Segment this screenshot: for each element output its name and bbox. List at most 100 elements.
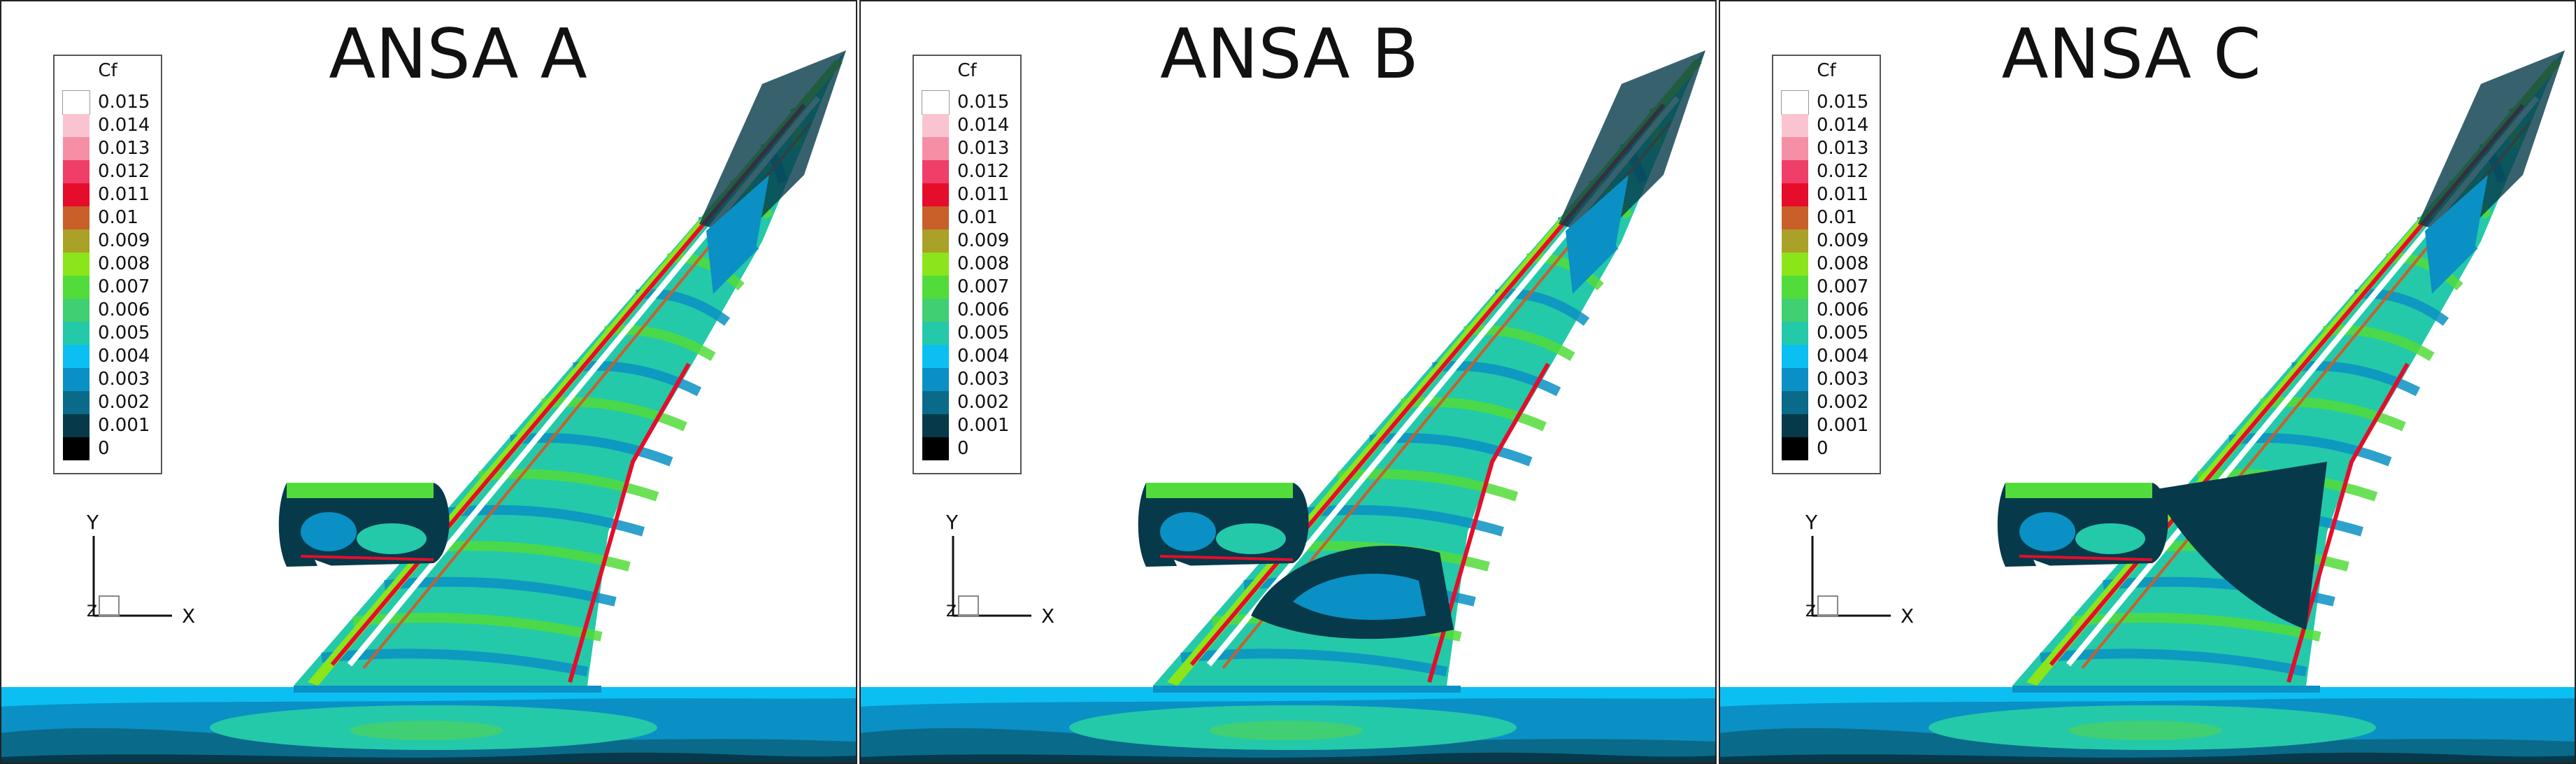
legend-label: 0.013 <box>98 138 150 159</box>
legend-label: 0.009 <box>98 230 150 251</box>
legend-swatch <box>922 206 949 229</box>
nacelle-lip <box>1174 560 1209 575</box>
flap-line <box>2287 362 2410 683</box>
legend-label: 0.008 <box>98 253 150 274</box>
wing-band <box>2260 397 2406 432</box>
nacelle-patch-2 <box>2075 523 2145 554</box>
wing-band <box>1338 469 1519 502</box>
z-axis-label: Z <box>946 603 957 621</box>
nacelle-lip <box>315 560 350 575</box>
legend-label: 0.007 <box>98 276 150 297</box>
legend-swatch <box>922 345 949 368</box>
legend-swatch <box>63 437 90 460</box>
nacelle-lip <box>2033 560 2068 575</box>
separation-core <box>1293 574 1426 620</box>
legend-swatch <box>63 253 90 276</box>
wing-band <box>1401 397 1547 432</box>
panel-title: ANSA A <box>329 15 587 94</box>
legend-swatch <box>1782 299 1808 322</box>
legend-label: 0.014 <box>1817 115 1869 136</box>
wingtip-dark-region <box>1559 50 1705 238</box>
legend-swatch <box>922 229 949 253</box>
wing-band <box>2291 361 2421 397</box>
legend-swatch <box>1782 229 1808 253</box>
wing-band <box>478 469 659 502</box>
legend-label: 0 <box>1817 438 1829 459</box>
root-fairing <box>1153 686 1461 693</box>
legend-swatch <box>1782 253 1808 276</box>
legend-label: 0.005 <box>98 323 150 344</box>
ground-green-patch <box>350 721 503 740</box>
legend-swatch <box>63 229 90 253</box>
axis-triad: Y X Z <box>77 511 217 637</box>
legend-swatch <box>922 137 949 160</box>
legend-label: 0.002 <box>98 392 150 413</box>
legend-label: 0.005 <box>957 323 1010 344</box>
legend-swatch <box>922 160 949 183</box>
legend-label: 0.013 <box>1817 138 1869 159</box>
legend-label: 0.002 <box>1817 392 1869 413</box>
ground-edge <box>1719 752 2576 764</box>
flap-line <box>1427 362 1550 683</box>
panel-title: ANSA B <box>1160 15 1419 94</box>
legend-swatch <box>922 90 950 115</box>
engine-nacelle <box>1997 483 2168 575</box>
legend-swatch <box>1782 322 1808 345</box>
legend-swatch <box>63 322 90 345</box>
legend-swatch <box>63 183 90 206</box>
wing-band <box>1369 433 1533 467</box>
colorbar-legend: Cf 0.015 0.014 0.013 0.012 0.011 0.01 0.009 0.00… <box>1772 55 1881 474</box>
legend-label: 0.015 <box>1817 92 1869 113</box>
panel-c: ANSA C Cf 0.015 0.014 0.013 0.012 0.011 0.01 0.0… <box>1719 0 2576 764</box>
wing <box>1153 50 1705 693</box>
legend-swatch <box>922 183 949 206</box>
legend-swatch <box>1782 414 1808 437</box>
contour-plot <box>0 50 857 764</box>
legend-swatch <box>63 137 90 160</box>
legend-swatch <box>63 160 90 183</box>
legend-label: 0.003 <box>957 369 1010 390</box>
legend-swatch <box>63 206 90 229</box>
legend-swatch <box>922 299 949 322</box>
legend-label: 0 <box>98 438 110 459</box>
legend-label: 0.007 <box>1817 276 1869 297</box>
legend-label: 0 <box>957 438 969 459</box>
legend-label: 0.015 <box>98 92 150 113</box>
nacelle-edge <box>2019 555 2153 561</box>
axis-triad: Y X Z <box>936 511 1076 637</box>
panel-a: ANSA A Cf 0.015 0.014 0.013 0.012 0.011 0.01 0.0… <box>0 0 857 764</box>
flap-line <box>568 362 691 683</box>
y-axis-label: Y <box>1805 511 1818 534</box>
x-axis-label: X <box>182 604 196 628</box>
z-axis-label: Z <box>87 603 98 621</box>
contour-plot <box>1719 50 2576 764</box>
legend-swatch <box>63 391 90 414</box>
z-axis-label: Z <box>1805 603 1817 621</box>
legend-swatch <box>63 414 90 437</box>
wingtip-dark-region <box>2418 50 2565 238</box>
legend-swatch <box>63 368 90 391</box>
separation-region <box>2152 462 2327 630</box>
legend-swatch <box>922 114 949 137</box>
legend-swatch <box>922 368 949 391</box>
legend-swatch <box>1782 114 1808 137</box>
legend-label: 0.001 <box>1817 415 1869 436</box>
ground-green-patch <box>2068 721 2222 740</box>
wing-band <box>1306 504 1504 537</box>
legend-swatch <box>63 114 90 137</box>
engine-nacelle <box>1138 483 1309 575</box>
outboard-blue-region <box>706 175 769 294</box>
legend-title: Cf <box>1817 60 1836 81</box>
colorbar-legend: Cf 0.015 0.014 0.013 0.012 0.011 0.01 0.009 0.00… <box>913 55 1022 474</box>
legend-swatch <box>922 414 949 437</box>
nacelle-patch-2 <box>357 523 427 554</box>
x-axis-label: X <box>1041 604 1055 628</box>
legend-swatch <box>1782 137 1808 160</box>
legend-label: 0.007 <box>957 276 1010 297</box>
nacelle-patch <box>1160 512 1216 551</box>
axis-triad: Y X Z <box>1796 511 1935 637</box>
legend-label: 0.014 <box>957 115 1010 136</box>
legend-label: 0.005 <box>1817 323 1869 344</box>
nacelle-edge <box>1159 555 1294 561</box>
